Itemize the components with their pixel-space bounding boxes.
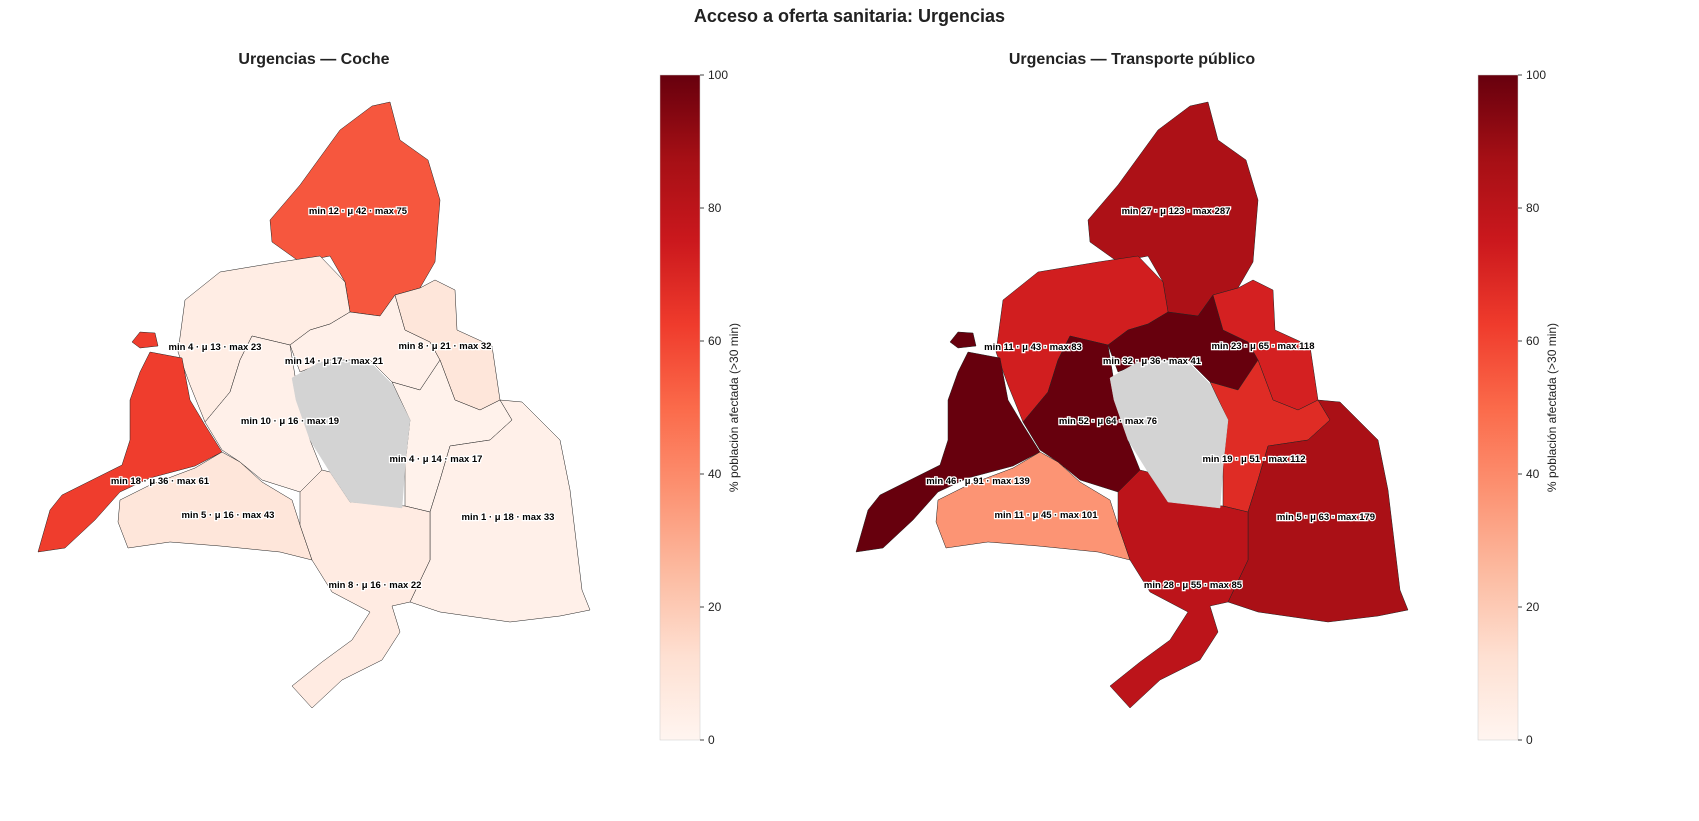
colorbar-tick-label: 0 (708, 733, 715, 747)
colorbar-tick-label: 20 (708, 600, 722, 614)
colorbar-tick-label: 80 (1526, 201, 1540, 215)
colorbar-coche: 0 20 40 60 80 100 % población afectada (>30 mi… (659, 68, 741, 747)
colorbar-gradient (1477, 74, 1519, 741)
colorbar-tick-label: 60 (1526, 334, 1540, 348)
region-label-centre-west: min 52 · μ 64 · max 76 (1059, 416, 1157, 427)
region-east[interactable] (409, 399, 591, 623)
region-north[interactable] (269, 101, 441, 317)
colorbar-gradient (659, 74, 701, 741)
region-label-north: min 27 · μ 123 · max 287 (1122, 206, 1231, 217)
region-label-northeast: min 23 · μ 65 · max 118 (1212, 341, 1315, 352)
region-label-north: min 12 · μ 42 · max 75 (309, 206, 408, 217)
region-west[interactable] (37, 351, 223, 553)
region-east[interactable] (1227, 399, 1409, 623)
region-label-east-centre: min 19 · μ 51 · max 112 (1203, 454, 1306, 465)
colorbar-transporte: 0 20 40 60 80 100 % población afectada (>30 mi… (1477, 68, 1559, 747)
map-panel-transporte: min 27 · μ 123 · max 287 min 11 · μ 43 · … (855, 101, 1409, 709)
colorbar-tick-label: 100 (1526, 68, 1546, 82)
region-label-northwest: min 4 · μ 13 · max 23 (169, 342, 262, 353)
region-label-southwest: min 11 · μ 45 · max 101 (995, 510, 1099, 521)
figure-title: Acceso a oferta sanitaria: Urgencias (693, 6, 1006, 26)
region-label-north-centre: min 32 · μ 36 · max 41 (1103, 356, 1202, 367)
colorbar-tick-label: 100 (708, 68, 728, 82)
region-label-north-centre: min 14 · μ 17 · max 21 (285, 356, 384, 367)
colorbar-tick-label: 40 (1526, 467, 1540, 481)
region-label-northwest: min 11 · μ 43 · max 83 (984, 342, 1082, 353)
panel-title-coche: Urgencias — Coche (238, 51, 390, 68)
region-west-islet[interactable] (949, 331, 977, 349)
region-west[interactable] (855, 351, 1041, 553)
colorbar-tick-label: 0 (1526, 733, 1533, 747)
region-north[interactable] (1087, 101, 1259, 317)
colorbar-tick-label: 40 (708, 467, 722, 481)
colorbar-tick-label: 20 (1526, 600, 1540, 614)
region-west-islet[interactable] (131, 331, 159, 349)
region-label-west: min 46 · μ 91 · max 139 (926, 476, 1030, 487)
region-label-south: min 28 · μ 55 · max 85 (1144, 580, 1243, 591)
region-label-east: min 1 · μ 18 · max 33 (462, 512, 555, 523)
region-label-south: min 8 · μ 16 · max 22 (329, 580, 422, 591)
region-label-east: min 5 · μ 63 · max 179 (1277, 512, 1375, 523)
region-label-west: min 18 · μ 36 · max 61 (111, 476, 210, 487)
colorbar-label: % población afectada (>30 min) (1545, 323, 1559, 492)
region-label-northeast: min 8 · μ 21 · max 32 (399, 341, 492, 352)
region-label-southwest: min 5 · μ 16 · max 43 (182, 510, 275, 521)
region-label-centre-west: min 10 · μ 16 · max 19 (241, 416, 339, 427)
region-label-east-centre: min 4 · μ 14 · max 17 (390, 454, 483, 465)
colorbar-label: % población afectada (>30 min) (727, 323, 741, 492)
region-madrid[interactable] (1109, 361, 1229, 509)
map-panel-coche: min 12 · μ 42 · max 75 min 4 · μ 13 · max… (37, 101, 591, 709)
colorbar-tick-label: 80 (708, 201, 722, 215)
region-madrid[interactable] (291, 361, 411, 509)
panel-title-transporte: Urgencias — Transporte público (1008, 51, 1256, 68)
colorbar-tick-label: 60 (708, 334, 722, 348)
